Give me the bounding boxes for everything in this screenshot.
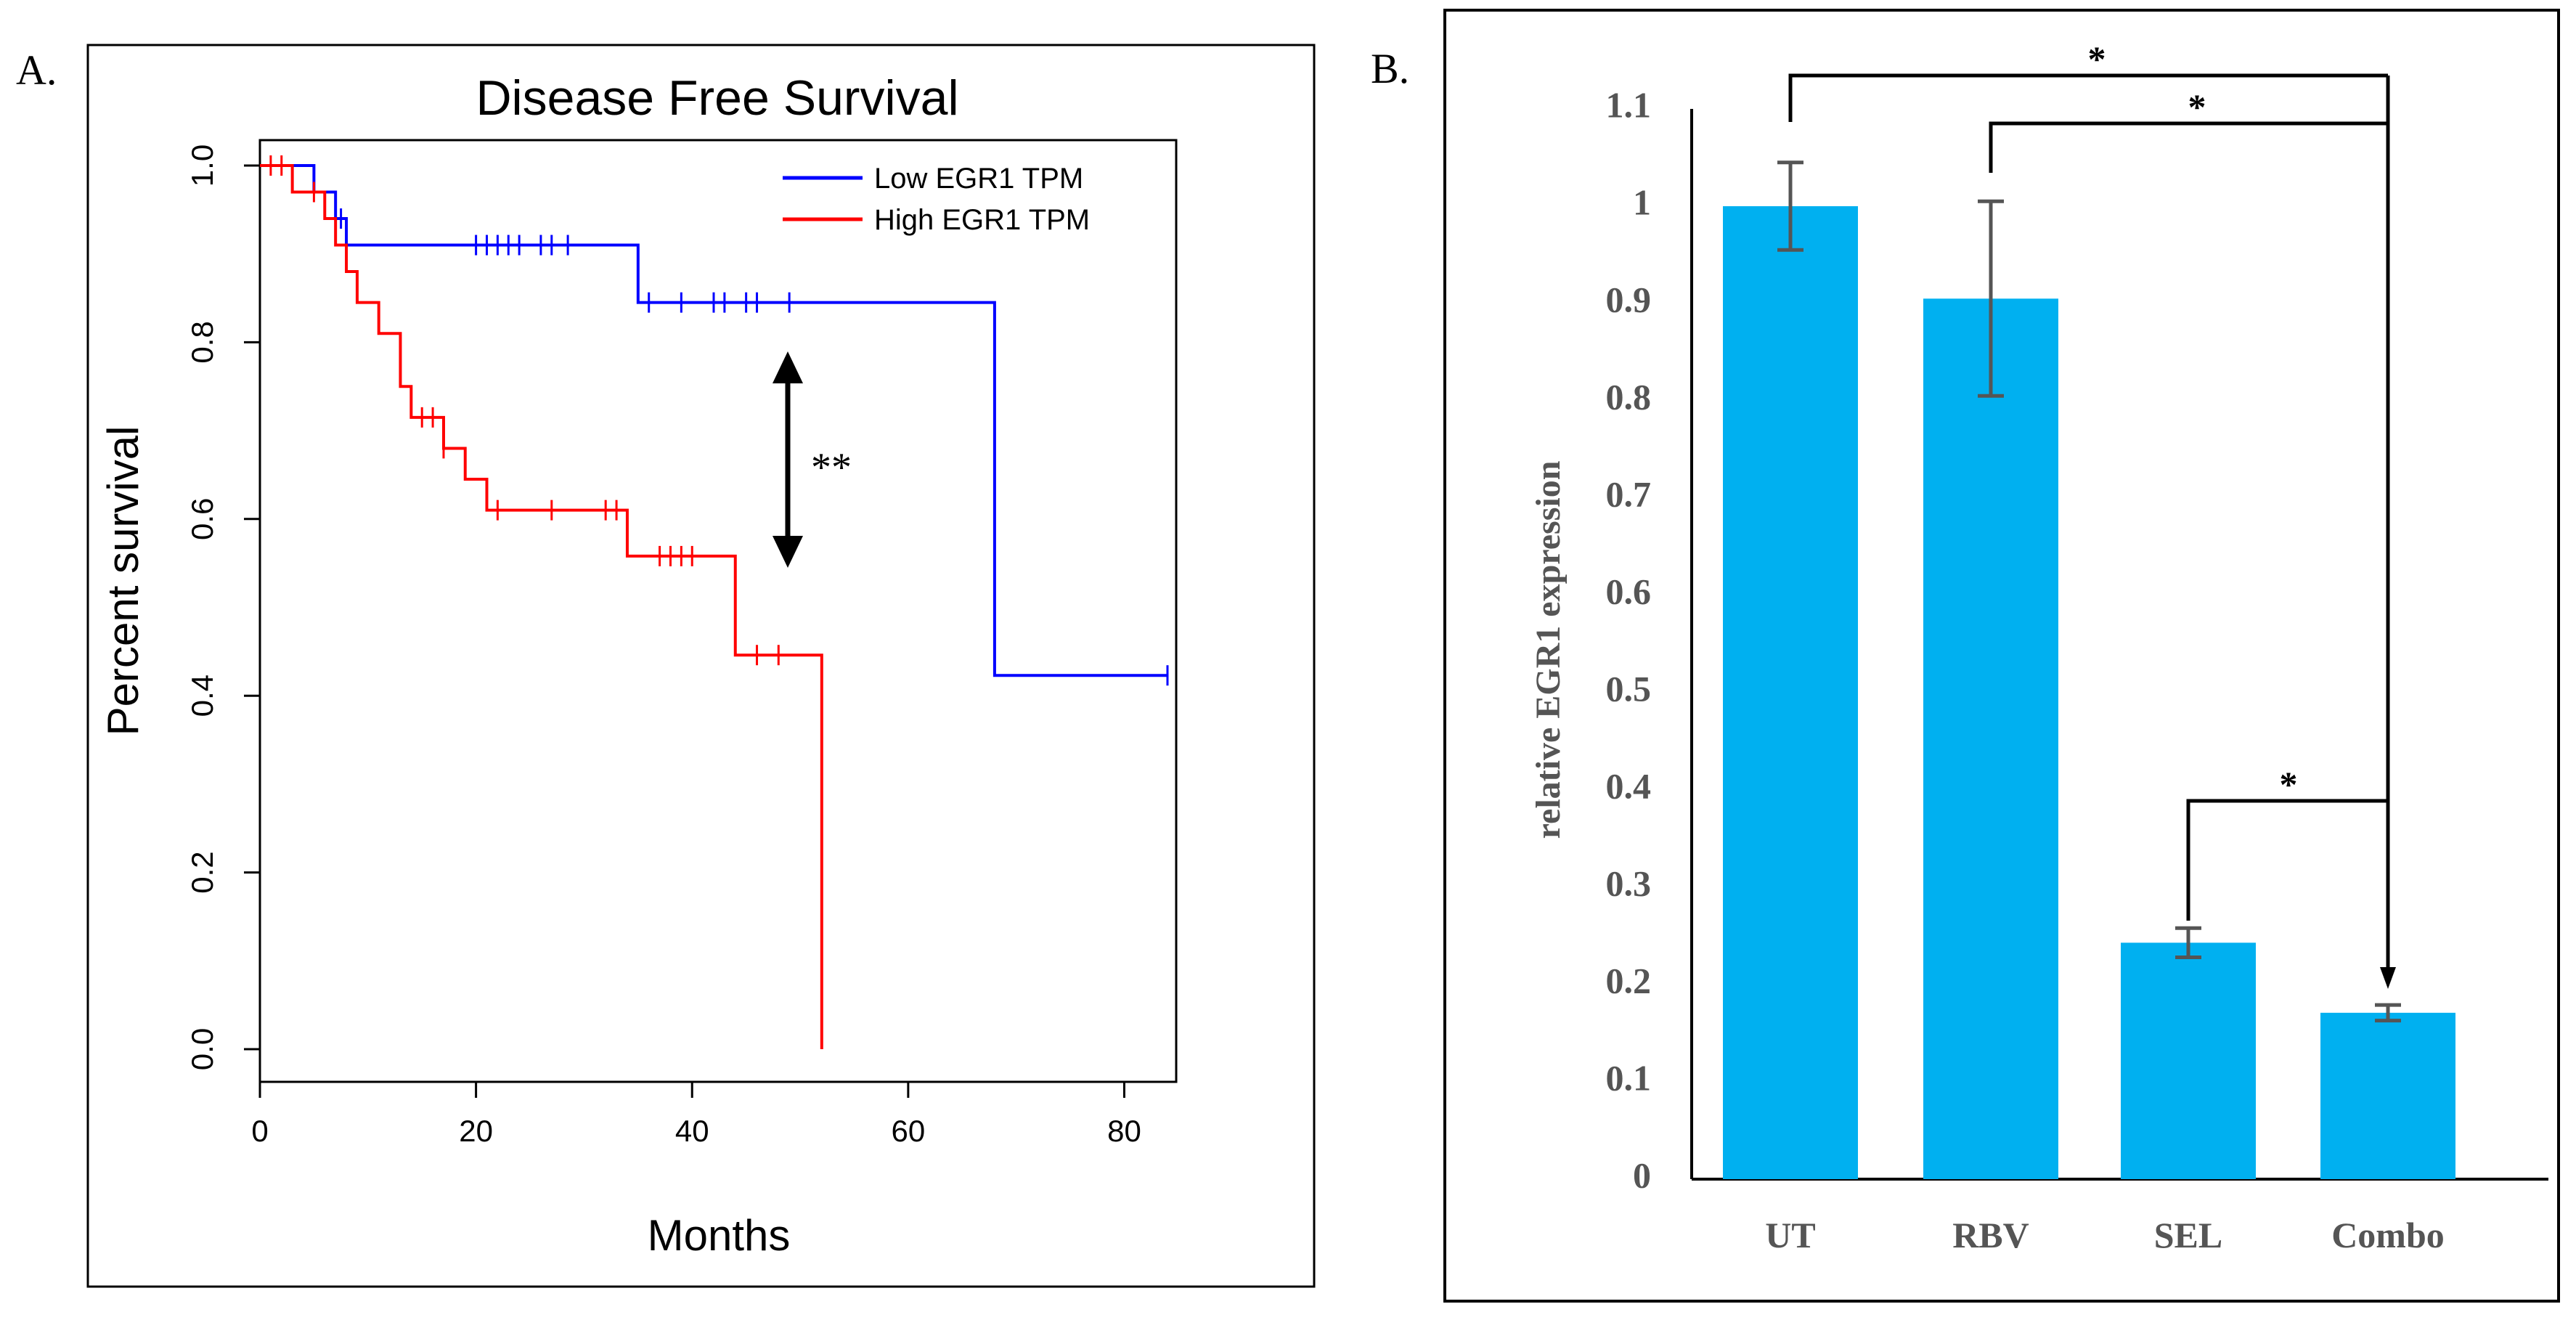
bar-rbv xyxy=(1923,298,2058,1179)
km-curve-high xyxy=(260,164,823,1049)
bar-y-tick-label: 0.5 xyxy=(1606,668,1652,709)
bar-y-tick-label: 1 xyxy=(1633,182,1651,222)
km-legend-label-low: Low EGR1 TPM xyxy=(874,163,1083,195)
sig-star: * xyxy=(2280,764,2298,804)
bar-y-tick-label: 0.7 xyxy=(1606,473,1652,514)
bar-combo xyxy=(2320,1012,2455,1179)
bar-y-tick-label: 0.2 xyxy=(1606,960,1652,1001)
km-y-tick-label: 0.0 xyxy=(185,1028,219,1070)
sig-star: * xyxy=(2088,38,2106,79)
km-x-ticks: 0 20 40 60 80 xyxy=(251,1082,1141,1148)
bar-significance: * * * xyxy=(1788,38,2396,989)
km-title: Disease Free Survival xyxy=(476,70,958,126)
km-frame xyxy=(86,44,1316,1288)
km-y-ticks: 0.0 0.2 0.4 0.6 0.8 1.0 xyxy=(185,144,260,1070)
bar-sel xyxy=(2121,942,2256,1179)
km-x-tick-label: 60 xyxy=(891,1114,925,1148)
bar-y-axis-title: relative EGR1 expression xyxy=(1529,461,1568,839)
bar-x-label-combo: Combo xyxy=(2331,1215,2445,1255)
bar-x-label-sel: SEL xyxy=(2154,1215,2223,1255)
bar-x-label-rbv: RBV xyxy=(1952,1215,2029,1255)
bar-y-tick-label: 0.1 xyxy=(1606,1057,1652,1098)
km-legend-label-high: High EGR1 TPM xyxy=(874,204,1090,236)
bar-y-tick-label: 0.4 xyxy=(1606,765,1652,806)
km-y-axis-title: Percent survival xyxy=(99,426,147,736)
bar-y-tick-label: 0.6 xyxy=(1606,571,1652,611)
error-bar-sel xyxy=(2175,926,2201,959)
km-series xyxy=(260,155,1169,1049)
km-plot-box xyxy=(258,139,1178,1083)
bar-y-ticks: 0 0.1 0.2 0.3 0.4 0.5 0.6 0.7 0.8 0.9 1 1.1 xyxy=(1606,84,1652,1195)
km-significance-arrow xyxy=(773,351,803,568)
sig-bracket-sel-combo: * xyxy=(2186,764,2388,921)
bar-y-tick-label: 0 xyxy=(1633,1154,1651,1195)
km-x-axis-title: Months xyxy=(648,1211,791,1260)
km-significance-label: ** xyxy=(811,445,852,490)
km-y-tick-label: 1.0 xyxy=(185,144,219,187)
bar-y-tick-label: 1.1 xyxy=(1606,84,1652,125)
km-legend: Low EGR1 TPM High EGR1 TPM xyxy=(783,163,1090,236)
sig-star: * xyxy=(2188,86,2206,127)
bar-y-tick-label: 0.9 xyxy=(1606,279,1652,319)
error-bar-rbv xyxy=(1978,199,2004,398)
bar-y-tick-label: 0.8 xyxy=(1606,376,1652,417)
km-y-tick-label: 0.4 xyxy=(185,675,219,717)
km-y-tick-label: 0.6 xyxy=(185,498,219,540)
bar-ut xyxy=(1723,206,1858,1179)
km-y-tick-label: 0.8 xyxy=(185,321,219,363)
error-bar-combo xyxy=(2375,1003,2401,1023)
sig-bracket-rbv-combo: * xyxy=(1989,86,2388,173)
error-bar-ut xyxy=(1777,160,1803,252)
km-x-tick-label: 40 xyxy=(675,1114,709,1148)
km-y-tick-label: 0.2 xyxy=(185,851,219,893)
sig-bracket-ut-combo: * xyxy=(1788,38,2388,122)
panel-a-label: A. xyxy=(16,46,57,94)
panel-b-label: B. xyxy=(1371,45,1409,92)
sig-arrow-combo xyxy=(2380,76,2396,989)
bar-frame xyxy=(1443,9,2560,1303)
bar-error-bars xyxy=(1777,160,2401,1023)
km-x-tick-label: 80 xyxy=(1107,1114,1141,1148)
bar-y-tick-label: 0.3 xyxy=(1606,863,1652,903)
bar-chart: 0 0.1 0.2 0.3 0.4 0.5 0.6 0.7 0.8 0.9 1 1.1 UT RBV SE… xyxy=(1443,9,2560,1303)
km-chart: Disease Free Survival 0.0 0.2 0.4 0.6 0.8 1.0… xyxy=(86,44,1316,1288)
bar-x-label-ut: UT xyxy=(1765,1215,1815,1255)
km-x-tick-label: 20 xyxy=(459,1114,493,1148)
bar-x-labels: UT RBV SEL Combo xyxy=(1765,1215,2445,1255)
km-curve-low xyxy=(260,164,1167,677)
km-x-tick-label: 0 xyxy=(251,1114,268,1148)
bar-bars xyxy=(1723,206,2455,1179)
